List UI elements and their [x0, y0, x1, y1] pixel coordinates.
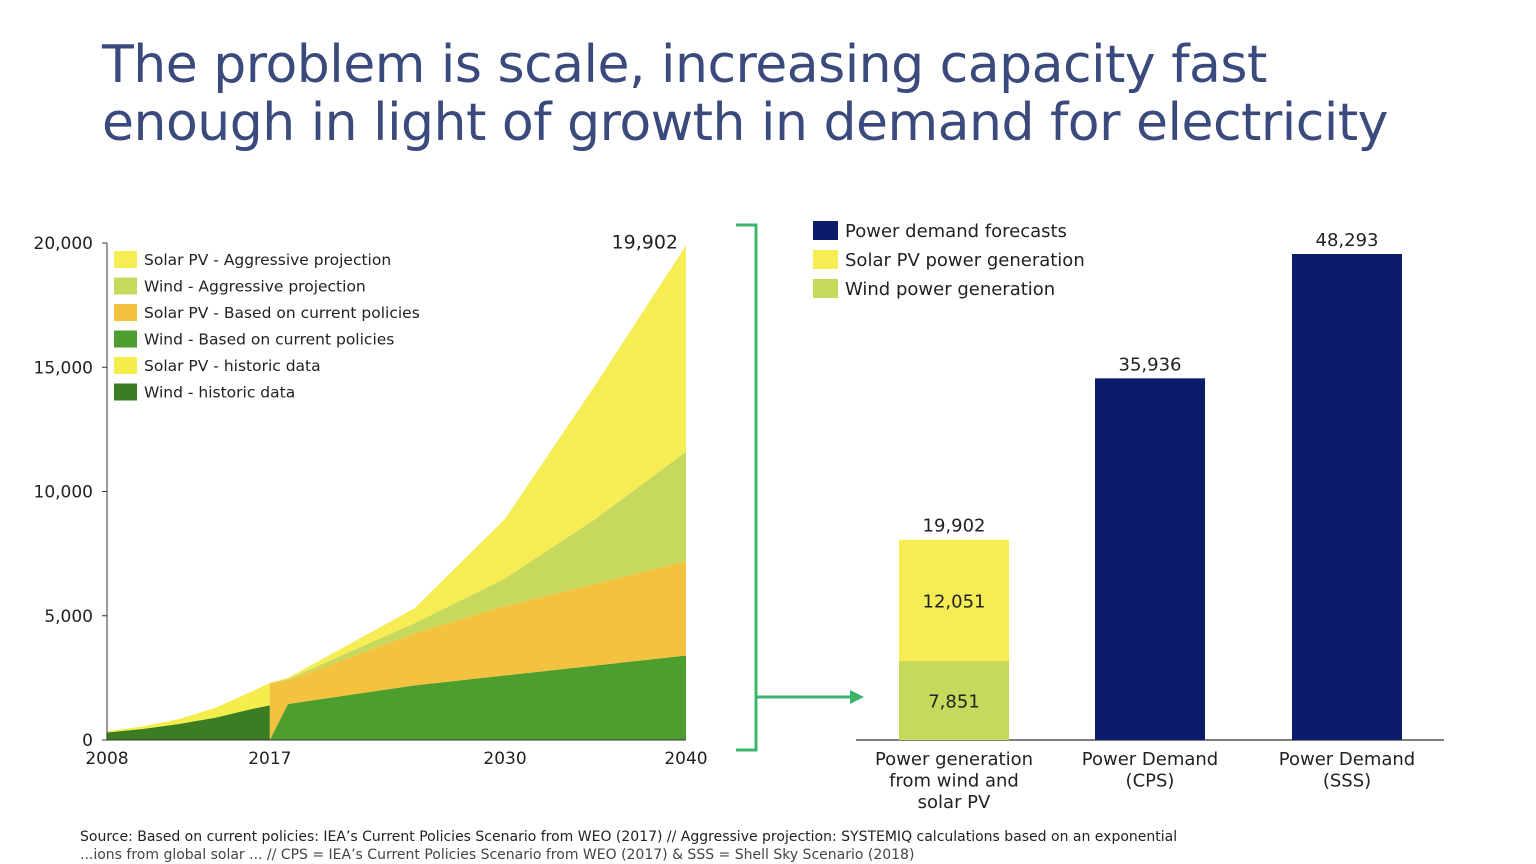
- area-legend-label: Solar PV - Aggressive projection: [144, 251, 391, 269]
- area-wind-historic: [107, 705, 270, 740]
- bar-legend-label: Solar PV power generation: [845, 250, 1085, 271]
- bar-power-demand: [1095, 378, 1205, 740]
- bar-legend-swatch: [813, 279, 838, 298]
- bar-legend-swatch: [813, 221, 838, 240]
- source-line-2: ...ions from global solar ... // CPS = I…: [80, 847, 915, 863]
- bar-solar-label: 12,051: [923, 591, 986, 612]
- bar-solar-generation: [899, 539, 1009, 661]
- area-y-tick-label: 20,000: [34, 234, 93, 254]
- area-x-tick-label: 2040: [664, 749, 707, 769]
- bar-wind-label: 7,851: [928, 691, 980, 712]
- area-legend-swatch: [114, 251, 137, 268]
- area-legend-swatch: [114, 304, 137, 321]
- area-y-tick-label: 15,000: [34, 358, 93, 378]
- area-y-tick-label: 0: [82, 731, 93, 751]
- bar-legend-label: Power demand forecasts: [845, 221, 1067, 242]
- area-legend-swatch: [114, 277, 137, 295]
- area-legend-label: Solar PV - historic data: [144, 357, 321, 375]
- source-line-1: Source: Based on current policies: IEA’s…: [80, 829, 1178, 845]
- bar-legend-swatch: [813, 250, 838, 269]
- area-wind-aggressive: [269, 451, 686, 683]
- bar-wind-generation: [899, 660, 1009, 740]
- area-legend-label: Wind - Based on current policies: [144, 331, 394, 349]
- bar-legend-label: Wind power generation: [845, 279, 1055, 300]
- area-x-tick-label: 2030: [483, 749, 526, 769]
- area-legend-swatch: [114, 330, 137, 348]
- area-solar-historic: [107, 682, 270, 733]
- bar-category-label: (SSS): [1323, 771, 1371, 792]
- slide-title: The problem is scale, increasing capacit…: [102, 36, 1482, 152]
- bar-total-label: 35,936: [1119, 354, 1182, 375]
- slide-title-line-2: enough in light of growth in demand for …: [102, 93, 1388, 153]
- area-legend-label: Wind - historic data: [144, 384, 295, 402]
- bar-category-label: solar PV: [918, 792, 991, 813]
- area-solar-current: [269, 561, 686, 740]
- bracket-line: [736, 223, 758, 752]
- area-legend-swatch: [114, 357, 137, 374]
- area-legend-swatch: [114, 383, 137, 401]
- bar-category-label: Power Demand: [1082, 749, 1218, 770]
- bracket-arrow: [736, 223, 864, 752]
- area-y-tick-label: 10,000: [34, 483, 93, 503]
- bar-category-label: (CPS): [1126, 771, 1175, 792]
- area-legend-label: Solar PV - Based on current policies: [144, 304, 420, 322]
- bar-total-label: 19,902: [923, 516, 986, 537]
- bar-power-demand: [1292, 254, 1402, 740]
- bar-category-label: from wind and: [889, 771, 1019, 792]
- bracket-arrow-head: [850, 690, 864, 704]
- area-chart: 0 5,000 10,000 15,000 20,000 2008 2017 2030 2040…: [34, 231, 708, 769]
- bar-total-label: 48,293: [1316, 230, 1379, 251]
- slide-title-line-1: The problem is scale, increasing capacit…: [102, 35, 1267, 95]
- area-solar-aggressive: [269, 245, 686, 683]
- area-legend-label: Wind - Aggressive projection: [144, 278, 366, 296]
- area-y-tick-label: 5,000: [44, 607, 93, 627]
- area-wind-current: [269, 655, 686, 740]
- bar-category-label: Power Demand: [1279, 749, 1415, 770]
- bar-category-label: Power generation: [875, 749, 1033, 770]
- source-note: Source: Based on current policies: IEA’s…: [80, 828, 1380, 864]
- area-x-tick-label: 2017: [248, 749, 291, 769]
- area-x-tick-label: 2008: [85, 749, 128, 769]
- area-total-annotation: 19,902: [612, 231, 678, 253]
